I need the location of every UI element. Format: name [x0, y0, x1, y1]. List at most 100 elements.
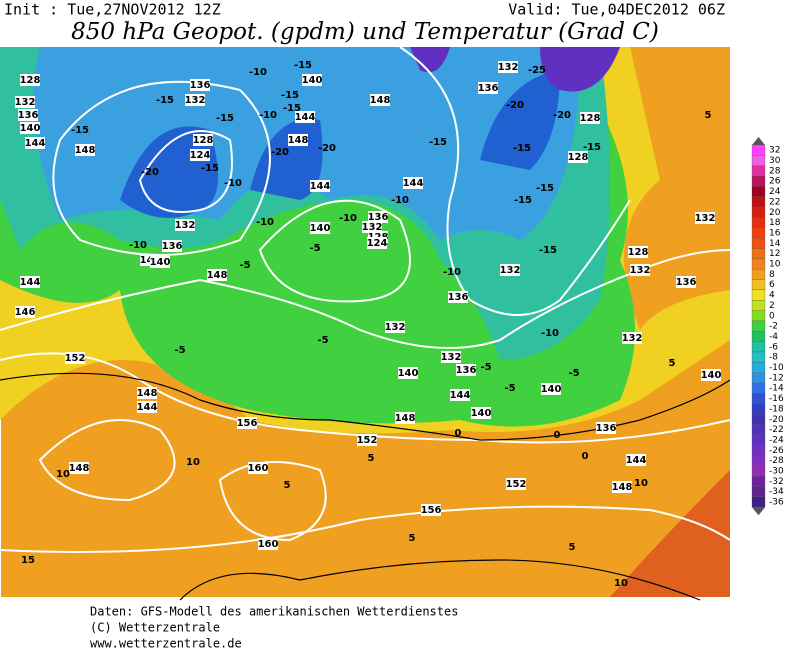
label-box [15, 96, 35, 108]
colorbar-label: -4 [769, 332, 778, 342]
label-box [448, 291, 468, 303]
temperature-label: -15 [201, 163, 219, 174]
label-box [185, 94, 205, 106]
temperature-label: 10 [634, 478, 648, 489]
colorbar-swatch [751, 465, 766, 477]
colorbar-label: 18 [769, 218, 781, 228]
geopotential-label: 148 [370, 95, 391, 106]
label-box [403, 177, 423, 189]
label-box [626, 454, 646, 466]
temperature-label: -10 [391, 195, 409, 206]
geopotential-label: 140 [398, 368, 419, 379]
colorbar-swatch [751, 227, 766, 239]
label-box [69, 462, 89, 474]
geopotential-label: 160 [258, 539, 279, 550]
geopotential-label: 140 [471, 408, 492, 419]
label-box [20, 74, 40, 86]
label-box [701, 369, 721, 381]
colorbar-label: 6 [769, 280, 775, 290]
colorbar-swatch [751, 393, 766, 404]
geopotential-label: 144 [25, 138, 46, 149]
temperature-label: -5 [568, 368, 579, 379]
geopotential-label: 140 [310, 223, 331, 234]
temperature-label: -20 [271, 147, 289, 158]
colorbar-label: -8 [769, 353, 778, 363]
colorbar-label: 8 [769, 270, 775, 280]
label-box [478, 82, 498, 94]
label-box [15, 306, 35, 318]
label-box [367, 237, 387, 249]
label-box [288, 134, 308, 146]
label-box [506, 478, 526, 490]
label-box [357, 434, 377, 446]
geopotential-label: 128 [580, 113, 601, 124]
valid-time: Valid: Tue,04DEC2012 06Z [508, 1, 725, 19]
temperature-label: -5 [504, 383, 515, 394]
colorbar-label: -24 [769, 435, 784, 445]
label-box [500, 264, 520, 276]
geopotential-label: 144 [450, 390, 471, 401]
temperature-label: -25 [528, 65, 546, 76]
temperature-label: 5 [284, 480, 291, 491]
colorbar-label: -6 [769, 342, 778, 352]
geopotential-label: 136 [18, 110, 39, 121]
label-box [20, 122, 40, 134]
colorbar-label: -30 [769, 467, 784, 477]
temperature-label: 5 [409, 533, 416, 544]
geopotential-label: 132 [185, 95, 206, 106]
geopotential-label: 136 [448, 292, 469, 303]
geopotential-label: 140 [541, 384, 562, 395]
geopotential-label: 136 [162, 241, 183, 252]
map-title: 850 hPa Geopot. (gpdm) und Temperatur (G… [71, 19, 659, 45]
temperature-label: -10 [256, 217, 274, 228]
label-box [395, 412, 415, 424]
colorbar-swatch [751, 186, 766, 197]
temperature-label: -15 [294, 60, 312, 71]
temperature-label: -5 [309, 243, 320, 254]
temperature-label: 15 [21, 555, 35, 566]
colorbar-swatch [751, 331, 766, 342]
geopotential-label: 152 [357, 435, 378, 446]
geopotential-label: 132 [15, 97, 36, 108]
colorbar-label: 10 [769, 260, 781, 270]
colorbar-swatch [751, 144, 766, 156]
label-box [65, 352, 85, 364]
label-box [370, 94, 390, 106]
geopotential-label: 148 [69, 463, 90, 474]
colorbar-label: -18 [769, 404, 784, 414]
colorbar-label: -36 [769, 498, 784, 508]
label-box [385, 321, 405, 333]
colorbar-label: 0 [769, 311, 775, 321]
colorbar-label: 28 [769, 166, 781, 176]
temperature-label: -10 [249, 67, 267, 78]
colorbar-label: 24 [769, 187, 781, 197]
label-box [456, 364, 476, 376]
colorbar-swatch [751, 444, 766, 456]
label-box [630, 264, 650, 276]
label-box [248, 462, 268, 474]
geopotential-label: 128 [20, 75, 41, 86]
geopotential-label: 152 [506, 479, 527, 490]
temperature-label: 5 [569, 542, 576, 553]
colorbar-swatch [751, 496, 766, 508]
geopotential-label: 124 [367, 238, 388, 249]
label-box [162, 240, 182, 252]
colorbar-label: 14 [769, 239, 781, 249]
colorbar-swatch [751, 155, 766, 166]
label-box [207, 269, 227, 281]
geopotential-label: 144 [20, 277, 41, 288]
temperature-label: -15 [283, 103, 301, 114]
geopotential-label: 136 [456, 365, 477, 376]
colorbar-label: -2 [769, 322, 778, 332]
colorbar-swatch [751, 341, 766, 353]
geopotential-label: 132 [622, 333, 643, 344]
geopotential-label: 140 [150, 257, 171, 268]
geopotential-label: 128 [193, 135, 214, 146]
label-box [398, 367, 418, 379]
geopotential-label: 140 [701, 370, 722, 381]
colorbar-swatch [751, 258, 766, 270]
label-box [368, 211, 388, 223]
